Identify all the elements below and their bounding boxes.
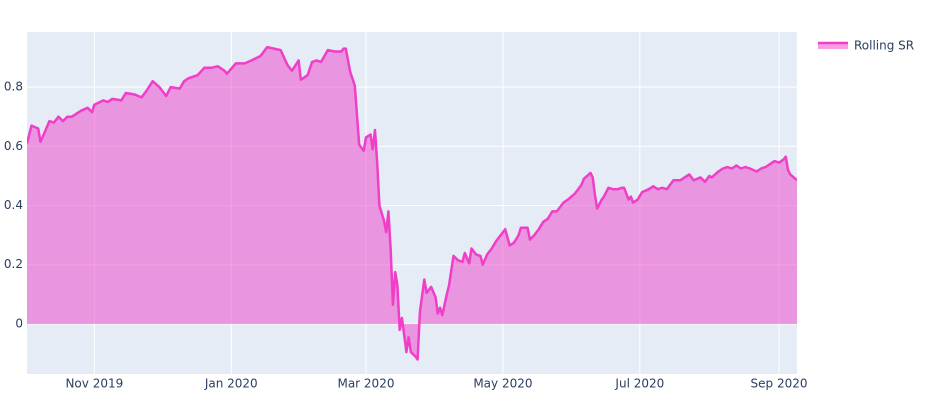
area-fill (27, 47, 797, 360)
x-tick-label: May 2020 (473, 377, 532, 391)
y-tick-label: 0.8 (4, 80, 23, 94)
x-tick-label: Jul 2020 (614, 377, 664, 391)
y-tick-label: 0.2 (4, 257, 23, 271)
x-tick-label: Jan 2020 (204, 377, 258, 391)
y-tick-label: 0 (15, 316, 23, 330)
x-tick-label: Nov 2019 (65, 377, 123, 391)
x-tick-label: Sep 2020 (751, 377, 808, 391)
y-tick-label: 0.4 (4, 198, 23, 212)
series-line (27, 45, 797, 361)
legend-label: Rolling SR (854, 39, 914, 53)
x-tick-label: Mar 2020 (337, 377, 394, 391)
y-tick-label: 0.6 (4, 139, 23, 153)
legend-swatch (818, 43, 848, 49)
